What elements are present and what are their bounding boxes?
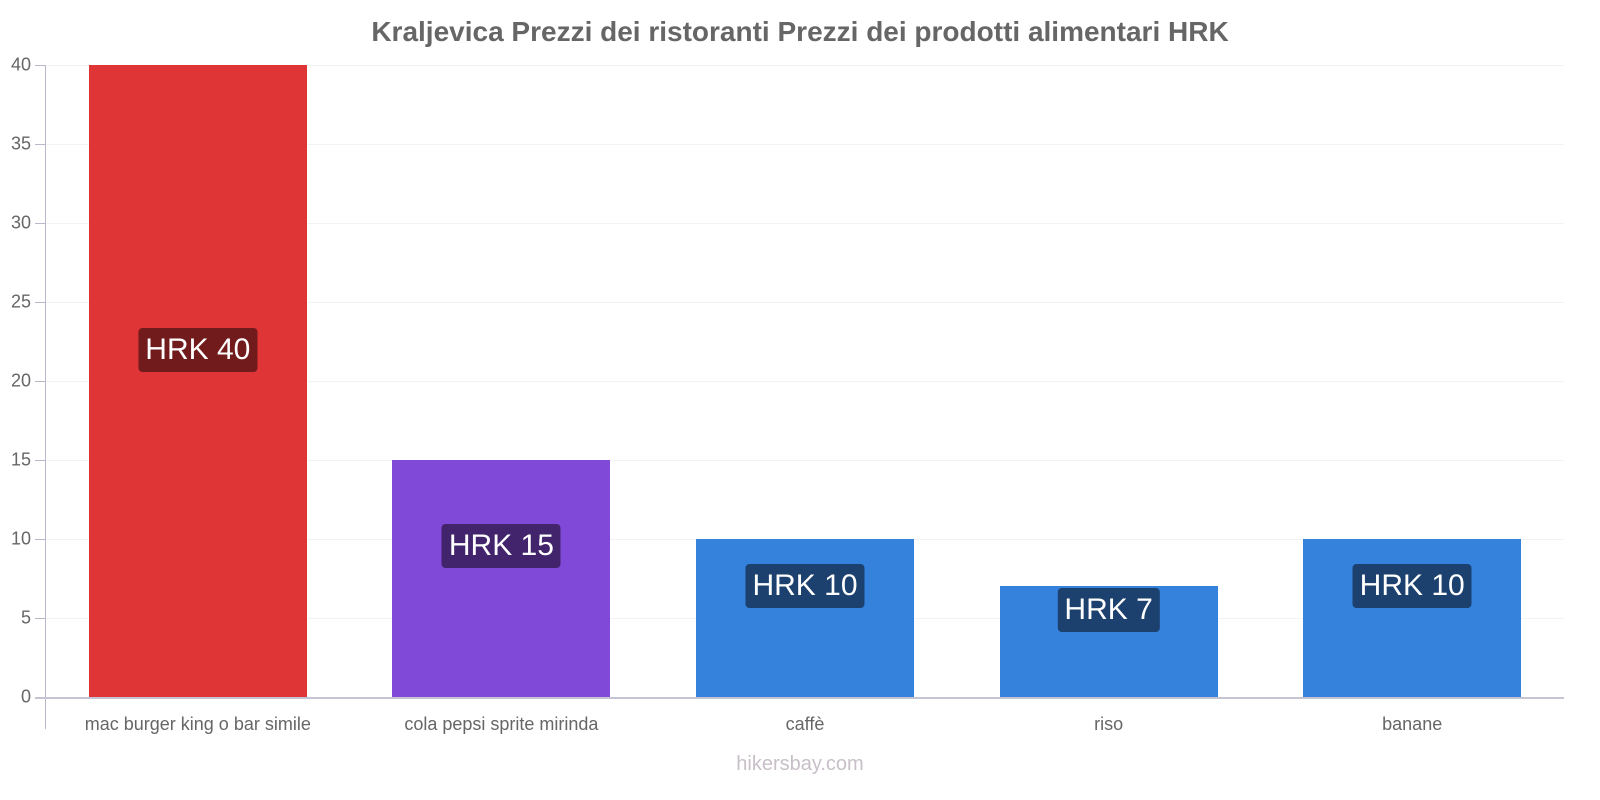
grid-line <box>46 223 1564 224</box>
y-tick-label: 20 <box>10 370 31 391</box>
x-tick-label: cola pepsi sprite mirinda <box>404 714 599 734</box>
y-tick-label: 40 <box>10 54 31 75</box>
y-tick-label: 5 <box>20 607 31 628</box>
y-tick-label: 15 <box>10 449 31 470</box>
bar[interactable]: HRK 15 <box>392 460 611 697</box>
y-tick-mark <box>35 302 45 303</box>
grid-line <box>46 381 1564 382</box>
y-tick-label: 35 <box>10 133 31 154</box>
value-label: HRK 7 <box>1057 588 1160 633</box>
x-axis-line <box>35 697 1564 699</box>
y-tick-mark <box>35 381 45 382</box>
watermark: hikersbay.com <box>736 753 864 775</box>
y-tick-mark <box>35 539 45 540</box>
bar[interactable]: HRK 10 <box>1303 539 1522 697</box>
y-tick-label: 25 <box>10 291 31 312</box>
plot-area: HRK 40 HRK 15 HRK 10 HRK 7 HRK 10 <box>46 65 1564 697</box>
grid-line <box>46 144 1564 145</box>
y-tick-mark <box>35 65 45 66</box>
bar[interactable]: HRK 7 <box>999 586 1218 697</box>
y-tick-mark <box>35 144 45 145</box>
x-tick-label: banane <box>1382 714 1443 734</box>
chart-title: Kraljevica Prezzi dei ristoranti Prezzi … <box>371 16 1229 47</box>
grid-line <box>46 65 1564 66</box>
y-tick-mark <box>35 618 45 619</box>
y-tick-label: 30 <box>10 212 31 233</box>
x-tick-label: riso <box>1094 714 1124 734</box>
x-tick-label: caffè <box>785 714 825 734</box>
value-label: HRK 10 <box>745 564 865 608</box>
grid-line <box>46 302 1564 303</box>
y-tick-mark <box>35 460 45 461</box>
value-label: HRK 40 <box>138 328 258 372</box>
value-label: HRK 10 <box>1352 564 1472 608</box>
value-label: HRK 15 <box>441 524 561 568</box>
y-tick-mark <box>35 223 45 224</box>
bar[interactable]: HRK 10 <box>696 539 914 697</box>
y-tick-label: 10 <box>10 528 31 549</box>
y-axis-line <box>45 65 46 729</box>
x-tick-label: mac burger king o bar simile <box>84 714 311 734</box>
grid-line <box>46 460 1564 461</box>
y-tick-label: 0 <box>20 686 31 707</box>
bar[interactable]: HRK 40 <box>88 65 307 697</box>
